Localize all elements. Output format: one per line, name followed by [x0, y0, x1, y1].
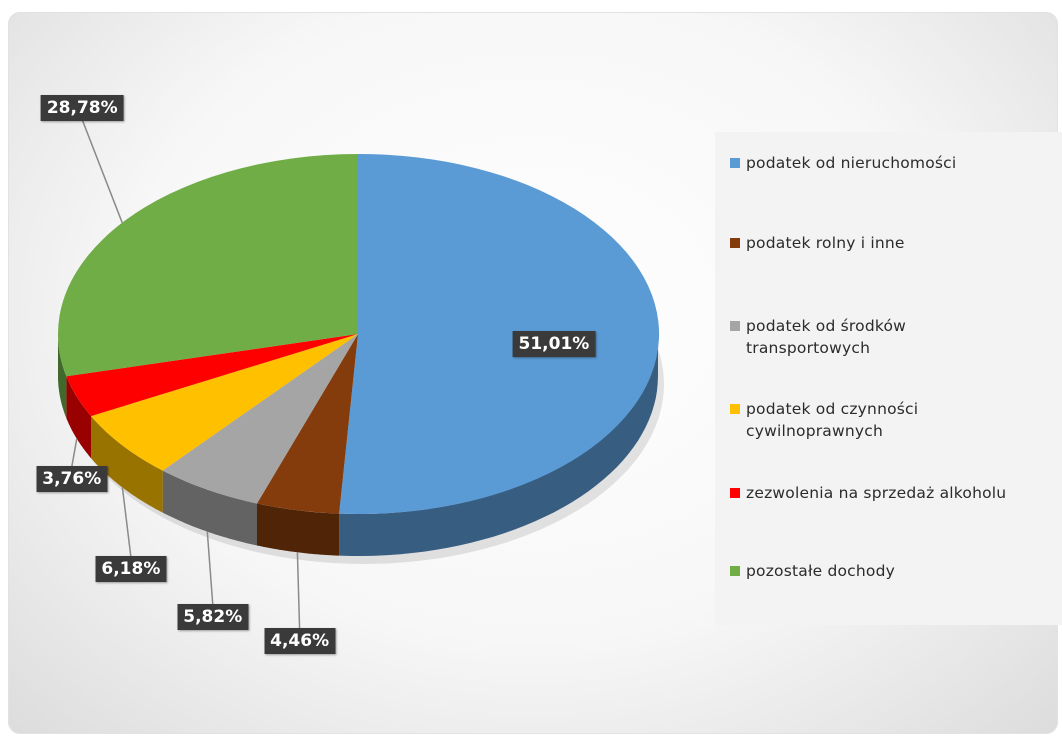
legend-label: zezwolenia na sprzedaż alkoholu	[746, 484, 1007, 502]
pie-side-4	[66, 376, 91, 459]
legend: podatek od nieruchomości podatek rolny i…	[715, 132, 1062, 625]
pie-slice-4	[66, 334, 359, 417]
pie-slice-5	[57, 154, 358, 377]
legend-swatch	[730, 488, 740, 498]
legend-label: podatek od nieruchomości	[746, 154, 957, 172]
pie-top	[57, 153, 660, 514]
legend-label: pozostałe dochody	[746, 562, 896, 580]
leader-line-5	[81, 119, 123, 223]
legend-item: zezwolenia na sprzedaż alkoholu	[730, 482, 1062, 504]
legend-swatch	[730, 158, 740, 168]
pie-slice-0	[339, 153, 660, 514]
legend-item: podatek od nieruchomości	[730, 152, 1062, 174]
data-label-5: 28,78%	[40, 94, 124, 121]
legend-swatch	[730, 238, 740, 248]
data-label-1: 4,46%	[264, 627, 336, 654]
legend-item: podatek rolny i inne	[730, 232, 1062, 254]
data-label-2: 5,82%	[177, 604, 249, 631]
legend-item: pozostałe dochody	[730, 560, 1062, 582]
pie-side-3	[91, 416, 163, 513]
pie-side-5	[58, 334, 67, 419]
leader-line-3	[121, 487, 132, 558]
legend-label: podatek od środków transportowych	[746, 317, 907, 357]
leader-lines	[71, 119, 301, 630]
leader-line-2	[206, 531, 214, 606]
legend-label: podatek od czynności cywilnoprawnych	[746, 400, 919, 440]
chart-card: 51,01% 4,46% 5,82% 6,18% 3,76% 28,78% po…	[8, 12, 1062, 734]
data-label-3: 6,18%	[95, 556, 167, 583]
legend-item: podatek od środków transportowych	[730, 315, 1062, 359]
legend-label: podatek rolny i inne	[746, 234, 905, 252]
legend-swatch	[730, 404, 740, 414]
pie-chart	[57, 119, 664, 630]
data-label-4: 3,76%	[36, 465, 108, 492]
pie-slice-3	[91, 334, 358, 471]
leader-line-4	[71, 438, 78, 467]
pie-slice-1	[257, 334, 358, 514]
legend-swatch	[730, 321, 740, 331]
leader-line-1	[296, 552, 301, 630]
legend-item: podatek od czynności cywilnoprawnych	[730, 398, 1062, 442]
legend-swatch	[730, 566, 740, 576]
pie-slice-2	[162, 334, 358, 504]
pie-side-2	[162, 470, 257, 546]
data-label-0: 51,01%	[512, 330, 596, 357]
pie-side-1	[257, 503, 340, 556]
